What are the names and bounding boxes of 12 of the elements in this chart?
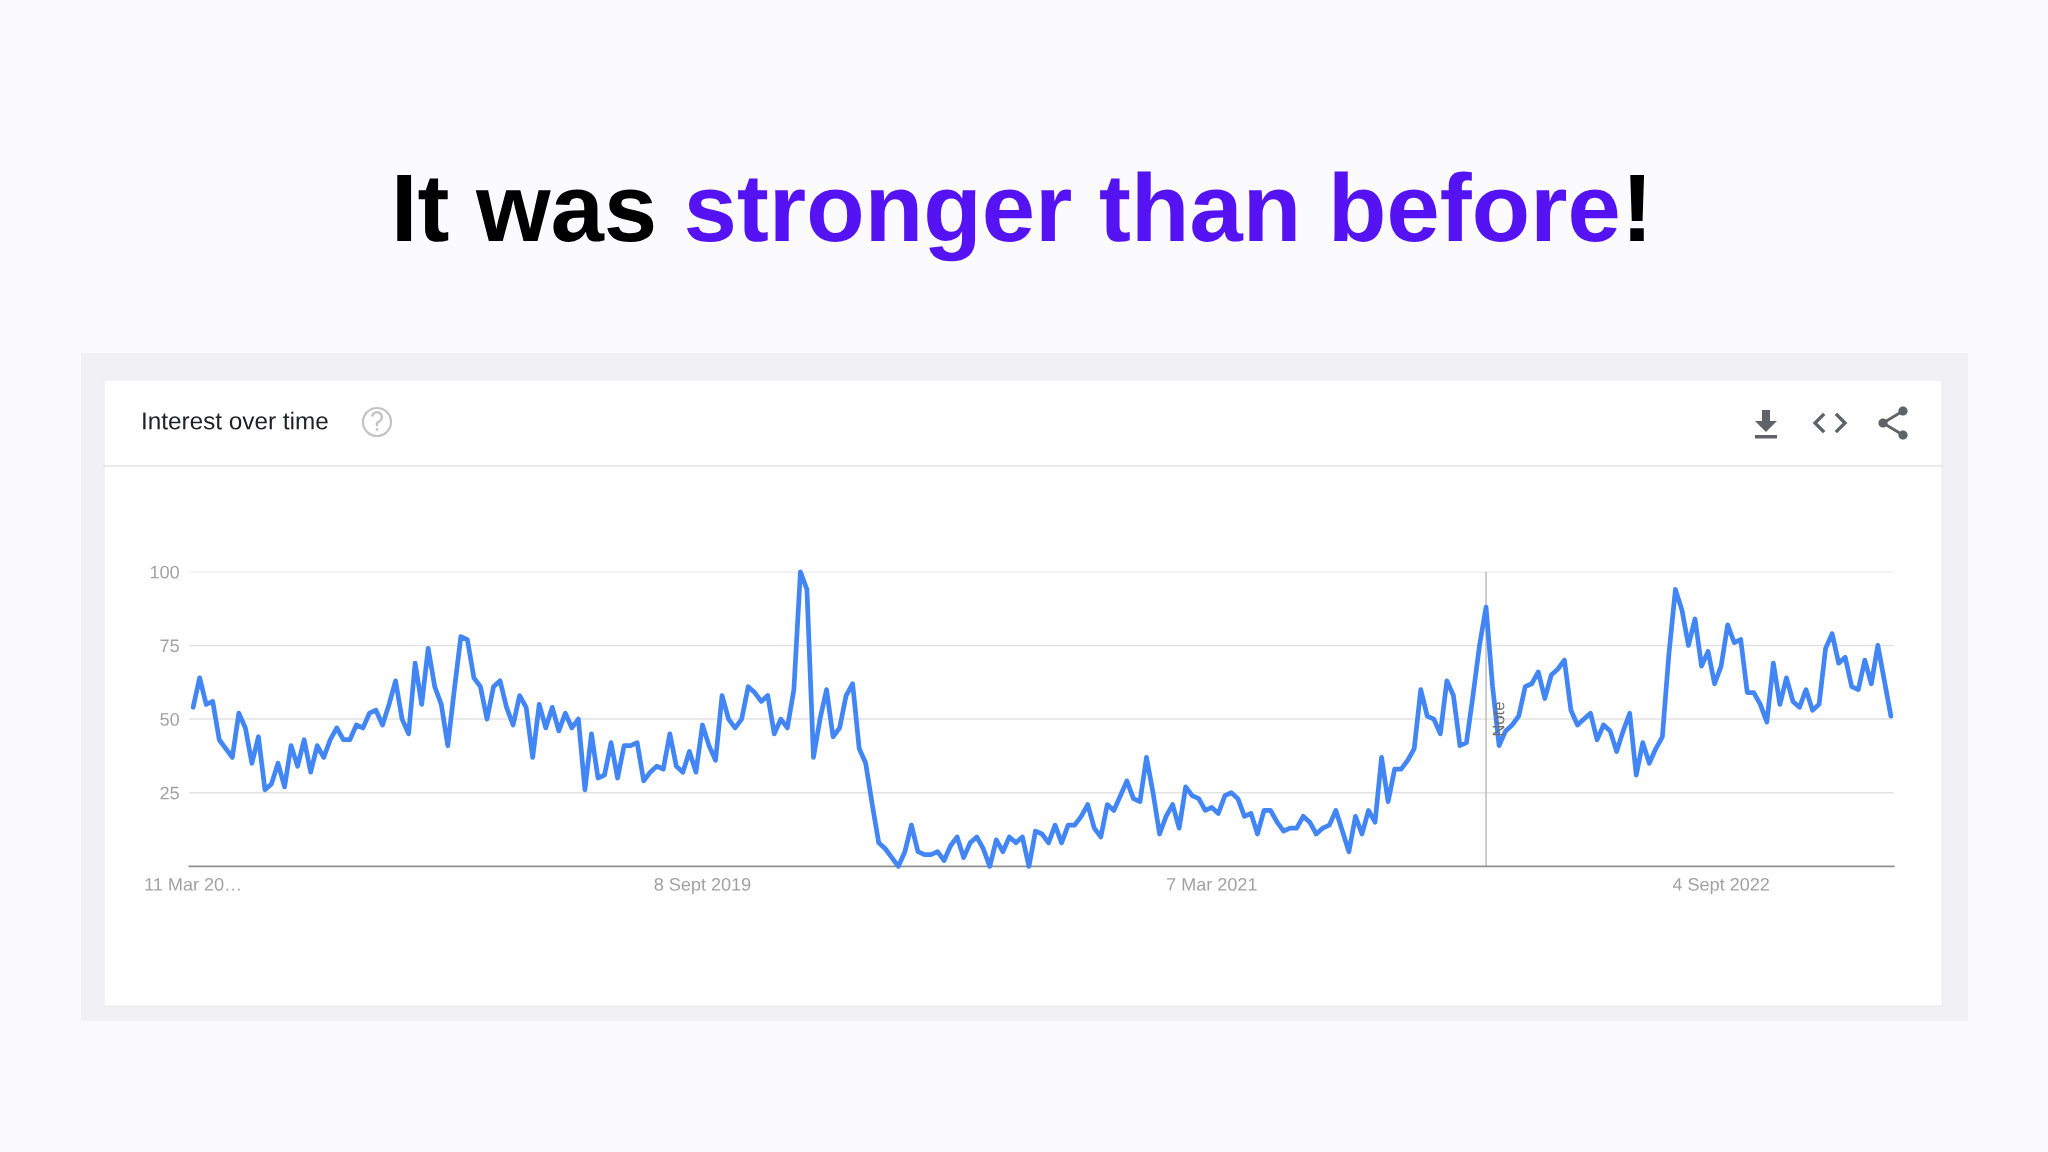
ref-line-label: Note: [1492, 702, 1505, 736]
x-tick-label: 7 Mar 2021: [1167, 877, 1257, 891]
x-tick-label: 4 Sept 2022: [1672, 877, 1769, 895]
line-series: [190, 569, 1894, 869]
chart-subtitle: Interest over time: [143, 411, 328, 430]
y-tick-label: 25: [160, 786, 179, 800]
chart-title: It was stronger than before!: [397, 171, 1645, 262]
x-tick-label: 11 Mar 20…: [145, 877, 240, 891]
y-tick-label: 100: [150, 565, 179, 579]
x-tick-label: 8 Sept 2019: [654, 877, 751, 895]
y-tick-label: 75: [160, 639, 179, 653]
y-tick-label: 50: [160, 713, 179, 726]
